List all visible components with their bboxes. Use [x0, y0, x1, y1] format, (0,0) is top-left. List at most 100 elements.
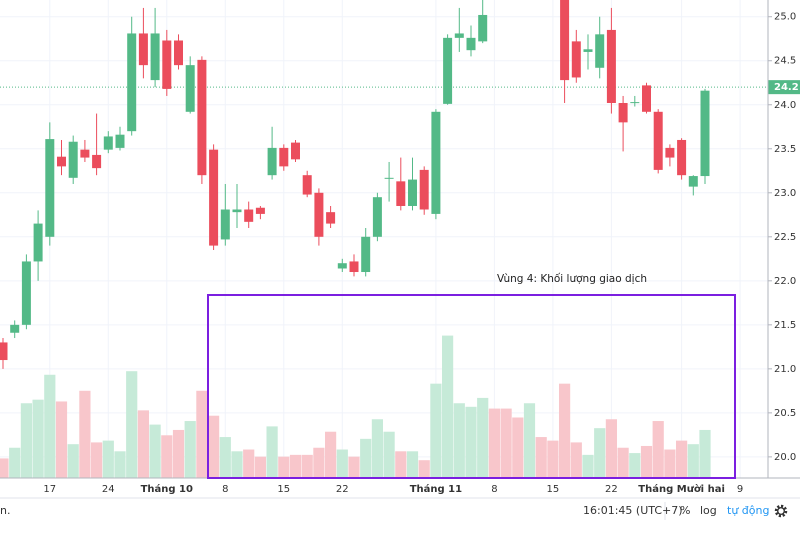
candle-body [478, 14, 488, 42]
y-tick-label: 24.0 [774, 100, 796, 111]
candle-body [0, 342, 8, 361]
candle-body [337, 263, 347, 269]
candle-body [560, 0, 570, 81]
volume-bar [289, 454, 302, 478]
last-price-label: 24.2 [774, 82, 799, 93]
volume-bar [91, 442, 103, 478]
candle-body [642, 85, 651, 112]
volume-bar [231, 451, 243, 478]
candle-body [361, 236, 371, 273]
last-price-badge [768, 80, 800, 95]
candle-body [185, 65, 195, 112]
volume-bar [278, 456, 290, 478]
volume-bar [313, 447, 325, 478]
volume-bar [371, 419, 383, 478]
volume-pane [0, 335, 711, 478]
candle-body [291, 142, 300, 160]
volume-bar [699, 429, 711, 478]
volume-bar [161, 435, 173, 478]
volume-bar [360, 438, 372, 478]
candle-body [618, 102, 628, 123]
volume-bar [442, 335, 454, 478]
volume-bar [149, 424, 161, 478]
volume-bar [453, 403, 465, 478]
volume-bar [664, 449, 676, 478]
candle-body [33, 223, 43, 262]
auto-button[interactable]: tự động [727, 504, 769, 517]
volume-bar [687, 444, 699, 478]
candle-body [326, 212, 336, 224]
candle-body [115, 134, 125, 148]
gear-teeth [774, 504, 788, 518]
volume-bar [44, 374, 56, 478]
y-tick-label: 24.5 [774, 56, 796, 67]
volume-bar [547, 440, 559, 478]
x-tick-label: 9 [737, 484, 743, 495]
candle-body [431, 111, 441, 214]
candle-body [454, 33, 464, 38]
volume-bar [465, 406, 477, 478]
candle-body [220, 209, 230, 240]
volume-bar [254, 456, 266, 478]
candle-body [209, 149, 219, 246]
volume-bar [137, 410, 149, 478]
y-tick-label: 22.5 [774, 232, 796, 243]
annotation-box [207, 294, 736, 479]
candle-body [349, 261, 359, 273]
volume-bar [79, 390, 91, 478]
y-tick-label: 23.0 [774, 188, 796, 199]
candle-body [21, 261, 31, 325]
volume-bar [126, 371, 138, 478]
candle-body [162, 40, 172, 89]
x-tick-label: 8 [491, 484, 497, 495]
y-tick-label: 23.5 [774, 144, 796, 155]
candle-body [255, 207, 265, 214]
volume-bar [406, 451, 419, 478]
volume-bar [114, 451, 126, 478]
axes: 20.0 20.5 21.0 21.5 22.0 22.5 23.0 23.5 24.0 24.5… [43, 12, 800, 495]
volume-bar [172, 429, 185, 478]
candle-body [384, 177, 394, 179]
candle-body [267, 147, 277, 176]
volume-bar [325, 431, 337, 478]
volume-bar [395, 451, 407, 478]
candle-body [653, 111, 663, 170]
x-tick-label: 24 [102, 484, 115, 495]
volume-bar [184, 421, 196, 478]
volume-bar [243, 449, 255, 478]
volume-bar [570, 442, 582, 478]
price-pane [0, 0, 768, 369]
candle-body [372, 197, 382, 237]
candle-body [583, 49, 593, 52]
annotation: Vùng 4: Khối lượng giao dịch [497, 273, 647, 285]
volume-bar [559, 383, 571, 478]
volume-bar [67, 444, 79, 478]
candle-body [314, 192, 324, 237]
log-button[interactable]: log [700, 504, 717, 517]
candle-body [595, 34, 605, 68]
volume-bar [383, 431, 395, 478]
candle-body [127, 33, 137, 132]
candle-body [443, 37, 453, 104]
toolbar-text: n. [0, 504, 10, 517]
volume-bar [535, 437, 547, 478]
candle-body [419, 169, 429, 210]
candle-body [45, 139, 55, 237]
percent-button[interactable]: % [680, 504, 690, 517]
volume-bar [9, 447, 21, 478]
settings-button[interactable] [774, 504, 788, 518]
candle-body [571, 41, 581, 78]
volume-bar [594, 428, 606, 478]
volume-bar [477, 397, 489, 478]
volume-bar [676, 440, 688, 478]
y-tick-label: 21.5 [774, 320, 796, 331]
volume-bar [208, 415, 220, 478]
candle-body [103, 136, 113, 150]
x-tick-label: 15 [547, 484, 560, 495]
volume-bar [219, 437, 231, 478]
y-tick-label: 20.5 [774, 408, 796, 419]
candle-body [665, 147, 675, 158]
candle-body [244, 209, 254, 222]
volume-bar [266, 426, 278, 478]
y-tick-label: 21.0 [774, 364, 796, 375]
